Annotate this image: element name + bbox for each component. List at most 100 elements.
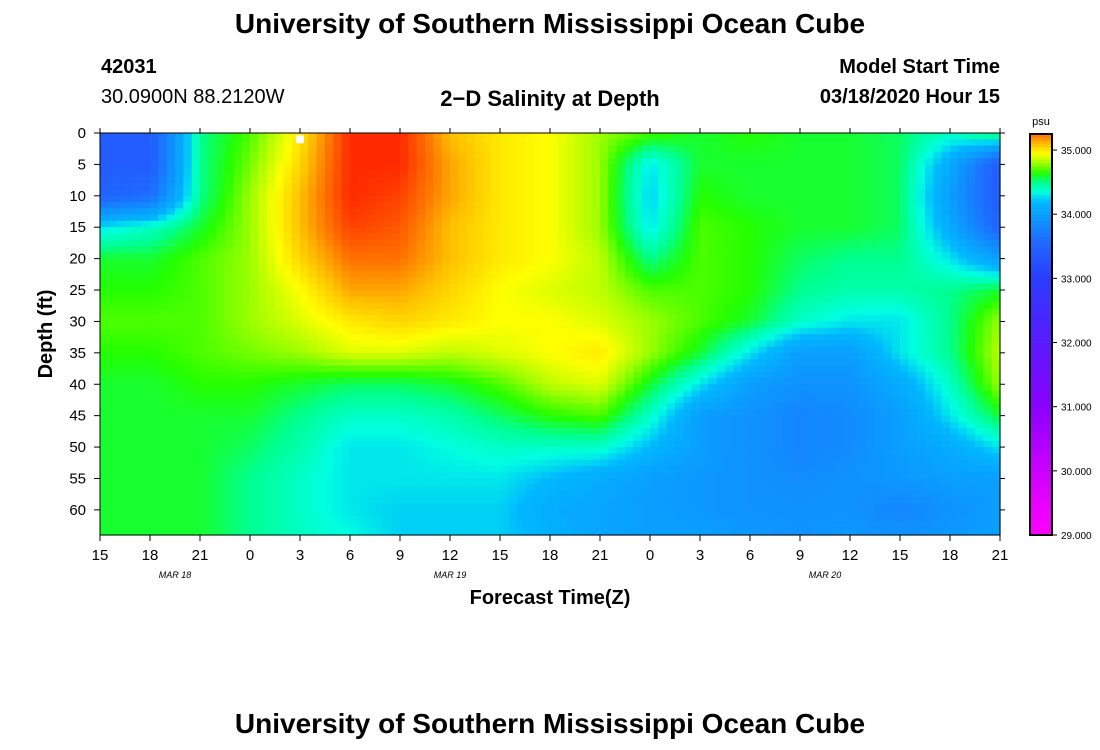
heatmap-cell (991, 239, 1001, 247)
heatmap-cell (758, 208, 768, 216)
heatmap-cell (308, 371, 318, 379)
heatmap-cell (458, 390, 468, 398)
heatmap-cell (666, 258, 676, 266)
heatmap-cell (333, 384, 343, 392)
heatmap-cell (700, 164, 709, 172)
heatmap-cell (266, 321, 276, 329)
heatmap-cell (341, 359, 351, 367)
heatmap-cell (766, 296, 776, 304)
heatmap-cell (808, 139, 818, 147)
heatmap-cell (425, 283, 434, 291)
heatmap-cell (850, 133, 859, 140)
heatmap-cell (108, 302, 118, 310)
heatmap-cell (316, 176, 326, 184)
heatmap-cell (291, 308, 301, 316)
heatmap-cell (308, 290, 318, 297)
heatmap-cell (291, 365, 301, 373)
heatmap-cell (358, 139, 368, 147)
heatmap-cell (141, 202, 151, 209)
heatmap-cell (816, 208, 826, 216)
heatmap-cell (108, 258, 118, 266)
heatmap-cell (550, 264, 559, 272)
heatmap-cell (650, 409, 659, 417)
heatmap-cell (150, 334, 159, 341)
heatmap-cell (566, 233, 576, 241)
heatmap-cell (908, 220, 918, 228)
heatmap-cell (233, 396, 243, 404)
heatmap-cell (325, 176, 334, 184)
heatmap-cell (925, 283, 934, 291)
heatmap-cell (925, 271, 934, 279)
heatmap-cell (741, 264, 751, 272)
heatmap-cell (475, 327, 484, 335)
heatmap-cell (866, 296, 876, 304)
heatmap-cell (108, 264, 118, 272)
heatmap-cell (408, 315, 418, 323)
heatmap-cell (916, 390, 926, 398)
heatmap-cell (333, 214, 343, 222)
heatmap-cell (166, 176, 176, 184)
heatmap-cell (166, 195, 176, 203)
heatmap-cell (958, 158, 968, 166)
heatmap-cell (800, 277, 809, 285)
heatmap-cell (216, 346, 226, 354)
heatmap-cell (733, 176, 743, 184)
heatmap-cell (733, 409, 743, 417)
heatmap-cell (441, 327, 451, 335)
heatmap-cell (483, 334, 493, 341)
heatmap-cell (150, 296, 159, 304)
heatmap-cell (716, 296, 726, 304)
heatmap-cell (875, 296, 884, 304)
heatmap-cell (708, 359, 718, 367)
heatmap-cell (475, 258, 484, 266)
heatmap-cell (425, 258, 434, 266)
heatmap-cell (800, 308, 809, 316)
heatmap-cell (975, 220, 984, 228)
heatmap-cell (483, 340, 493, 348)
heatmap-cell (475, 170, 484, 178)
heatmap-cell (966, 158, 976, 166)
heatmap-cell (733, 202, 743, 209)
heatmap-cell (433, 189, 443, 197)
heatmap-cell (141, 377, 151, 385)
heatmap-cell (775, 334, 784, 341)
heatmap-cell (700, 158, 709, 166)
heatmap-cell (741, 202, 751, 209)
heatmap-cell (875, 365, 884, 373)
heatmap-cell (658, 334, 668, 341)
heatmap-cell (383, 220, 393, 228)
heatmap-cell (475, 164, 484, 172)
heatmap-cell (400, 359, 409, 367)
heatmap-cell (891, 415, 901, 423)
heatmap-cell (516, 359, 526, 367)
heatmap-cell (108, 208, 118, 216)
heatmap-cell (175, 133, 184, 140)
heatmap-cell (941, 403, 951, 410)
heatmap-cell (375, 396, 384, 404)
heatmap-cell (725, 189, 734, 197)
heatmap-cell (133, 334, 143, 341)
heatmap-cell (833, 139, 843, 147)
heatmap-cell (758, 246, 768, 253)
heatmap-cell (258, 334, 268, 341)
heatmap-cell (658, 409, 668, 417)
heatmap-cell (233, 390, 243, 398)
heatmap-cell (291, 315, 301, 323)
heatmap-cell (208, 158, 218, 166)
heatmap-cell (550, 208, 559, 216)
heatmap-cell (300, 189, 309, 197)
heatmap-cell (250, 246, 259, 253)
heatmap-cell (600, 277, 609, 285)
heatmap-cell (958, 170, 968, 178)
heatmap-cell (875, 327, 884, 335)
heatmap-cell (791, 264, 801, 272)
heatmap-cell (225, 271, 234, 279)
heatmap-cell (400, 208, 409, 216)
heatmap-cell (775, 133, 784, 140)
heatmap-cell (275, 202, 284, 209)
heatmap-cell (833, 290, 843, 297)
heatmap-cell (483, 315, 493, 323)
heatmap-cell (816, 377, 826, 385)
heatmap-cell (600, 264, 609, 272)
heatmap-cell (200, 390, 209, 398)
